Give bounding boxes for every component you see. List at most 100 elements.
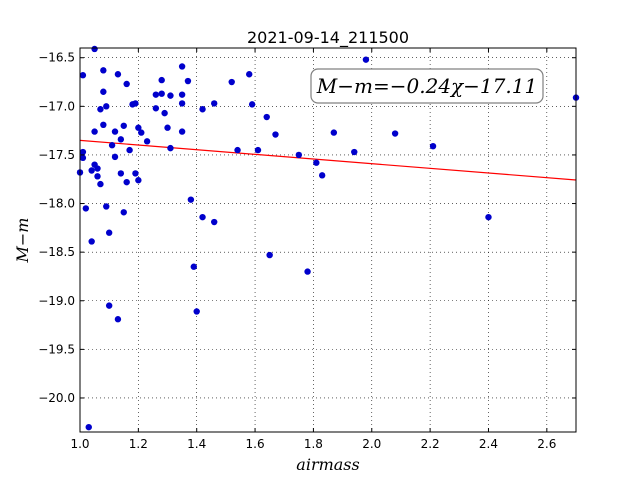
data-point: [429, 142, 437, 150]
data-point: [178, 63, 186, 70]
annotation-box: [310, 68, 544, 104]
ticks: [79, 48, 576, 432]
data-point: [193, 308, 200, 315]
data-point: [143, 138, 151, 145]
data-point: [103, 203, 110, 210]
data-point: [132, 170, 139, 177]
plot-area: [76, 45, 580, 433]
data-point: [152, 105, 160, 112]
data-point: [117, 170, 125, 177]
data-point: [79, 154, 87, 162]
data-point: [85, 423, 92, 431]
data-point: [362, 56, 370, 63]
x-tick-label: 2.6: [537, 437, 556, 451]
data-point: [123, 178, 130, 186]
data-point: [114, 316, 122, 323]
x-tick-label: 2.4: [479, 437, 498, 451]
annotation-text: M−m=−0.24χ−17.11: [316, 74, 537, 98]
data-point: [114, 71, 122, 78]
x-tick-label: 2.2: [421, 437, 440, 451]
data-point: [97, 180, 104, 188]
y-tick-label: −17.5: [38, 148, 75, 162]
data-point: [391, 130, 399, 137]
data-point: [138, 129, 145, 136]
plot-frame: [79, 47, 577, 433]
y-tick-label: −17.0: [38, 99, 75, 113]
data-point: [126, 146, 133, 154]
data-point: [91, 128, 98, 135]
x-axis-label: airmass: [296, 455, 359, 474]
data-point: [330, 129, 338, 136]
data-point: [161, 109, 168, 117]
data-point: [123, 80, 130, 88]
data-point: [228, 78, 235, 86]
data-point: [351, 148, 358, 156]
data-point: [158, 90, 165, 97]
data-point: [178, 100, 186, 107]
data-point: [97, 106, 104, 113]
data-points: [76, 45, 580, 431]
data-point: [254, 146, 262, 154]
data-point: [485, 213, 492, 221]
data-point: [135, 124, 142, 131]
data-point: [94, 165, 101, 172]
data-point: [100, 121, 107, 128]
data-point: [263, 113, 270, 121]
data-point: [266, 251, 273, 259]
data-point: [211, 100, 218, 107]
data-point: [103, 103, 110, 110]
y-tick-label: −16.5: [38, 51, 75, 65]
data-point: [164, 124, 171, 131]
data-point: [199, 106, 206, 113]
data-point: [105, 229, 113, 236]
data-point: [167, 144, 174, 152]
data-point: [82, 205, 90, 212]
data-point: [158, 76, 165, 84]
data-point: [79, 72, 87, 79]
data-point: [111, 153, 119, 161]
x-tick-label: 1.8: [304, 437, 323, 451]
data-point: [91, 45, 98, 53]
data-point: [117, 136, 125, 143]
data-point: [187, 196, 195, 203]
data-point: [152, 91, 160, 98]
x-tick-label: 2.0: [362, 437, 381, 451]
y-tick-label: −18.5: [38, 245, 75, 259]
data-point: [295, 151, 303, 159]
data-point: [79, 148, 87, 156]
x-tick-label: 1.2: [129, 437, 148, 451]
data-point: [178, 91, 186, 98]
data-point: [248, 101, 256, 108]
tick-labels: 1.0 1.2 1.4 1.6 1.8 2.0 2.2 2.4 2.6 −16.5 −17.0 −17…: [38, 51, 556, 451]
grid: [79, 48, 576, 432]
data-point: [111, 128, 119, 135]
data-point: [88, 238, 95, 245]
x-tick-label: 1.6: [246, 437, 265, 451]
data-point: [108, 142, 116, 149]
data-point: [199, 213, 206, 221]
data-point: [94, 173, 101, 180]
x-tick-label: 1.0: [70, 437, 89, 451]
data-point: [184, 77, 192, 85]
data-point: [120, 209, 127, 216]
data-point: [246, 71, 253, 78]
data-point: [100, 67, 107, 74]
y-tick-label: −19.5: [38, 342, 75, 356]
data-point: [100, 88, 107, 95]
y-tick-label: −19.0: [38, 294, 75, 308]
data-point: [190, 263, 197, 270]
x-tick-label: 1.4: [187, 437, 206, 451]
y-axis-label: M−m: [13, 218, 32, 264]
y-tick-label: −20.0: [38, 391, 75, 405]
data-point: [167, 92, 174, 99]
data-point: [132, 100, 139, 107]
fit-line: [79, 139, 577, 181]
data-point: [120, 122, 127, 129]
data-point: [105, 302, 113, 309]
data-point: [211, 218, 218, 226]
data-point: [88, 167, 95, 174]
chart-title: 2021-09-14_211500: [247, 28, 409, 48]
data-point: [234, 146, 241, 154]
data-point: [135, 177, 142, 184]
